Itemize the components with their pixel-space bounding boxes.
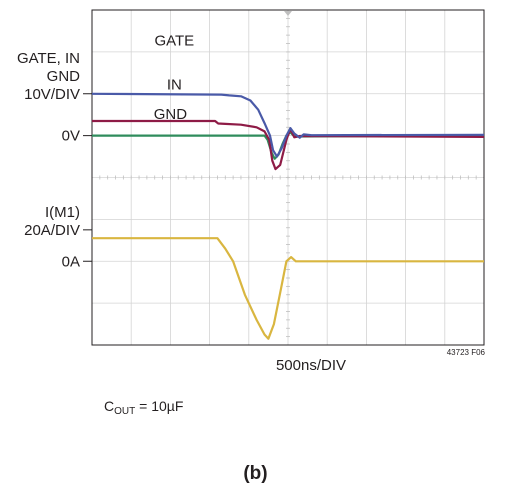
y-axis-label: 20A/DIV <box>24 222 80 239</box>
trace-label: IN <box>167 77 182 94</box>
y-axis-label: 0A <box>62 253 80 270</box>
trigger-marker <box>284 11 292 16</box>
trace-i-m1 <box>92 237 484 340</box>
caption-subscript: OUT <box>114 406 136 417</box>
y-axis-label: 10V/DIV <box>24 86 80 103</box>
y-axis-label: GATE, IN <box>17 50 80 67</box>
traces <box>91 92 485 340</box>
y-axis-label: GND <box>47 68 81 85</box>
trace-label: GND <box>154 106 188 123</box>
trace-label: GATE <box>154 33 194 50</box>
y-axis-label: I(M1) <box>45 204 80 221</box>
figure-id: 43723 F06 <box>447 348 486 357</box>
caption: COUT = 10µF <box>104 398 183 417</box>
caption-main: C <box>104 398 115 414</box>
panel-label: (b) <box>243 463 268 484</box>
grid <box>91 9 485 346</box>
caption-value: = 10µF <box>135 398 184 414</box>
plot-frame <box>91 9 485 346</box>
trace-labels: GATE IN GND <box>154 33 194 123</box>
x-axis-label: 500ns/DIV <box>276 357 346 374</box>
y-axis-label: 0V <box>62 128 80 145</box>
trace-gate <box>91 92 485 158</box>
